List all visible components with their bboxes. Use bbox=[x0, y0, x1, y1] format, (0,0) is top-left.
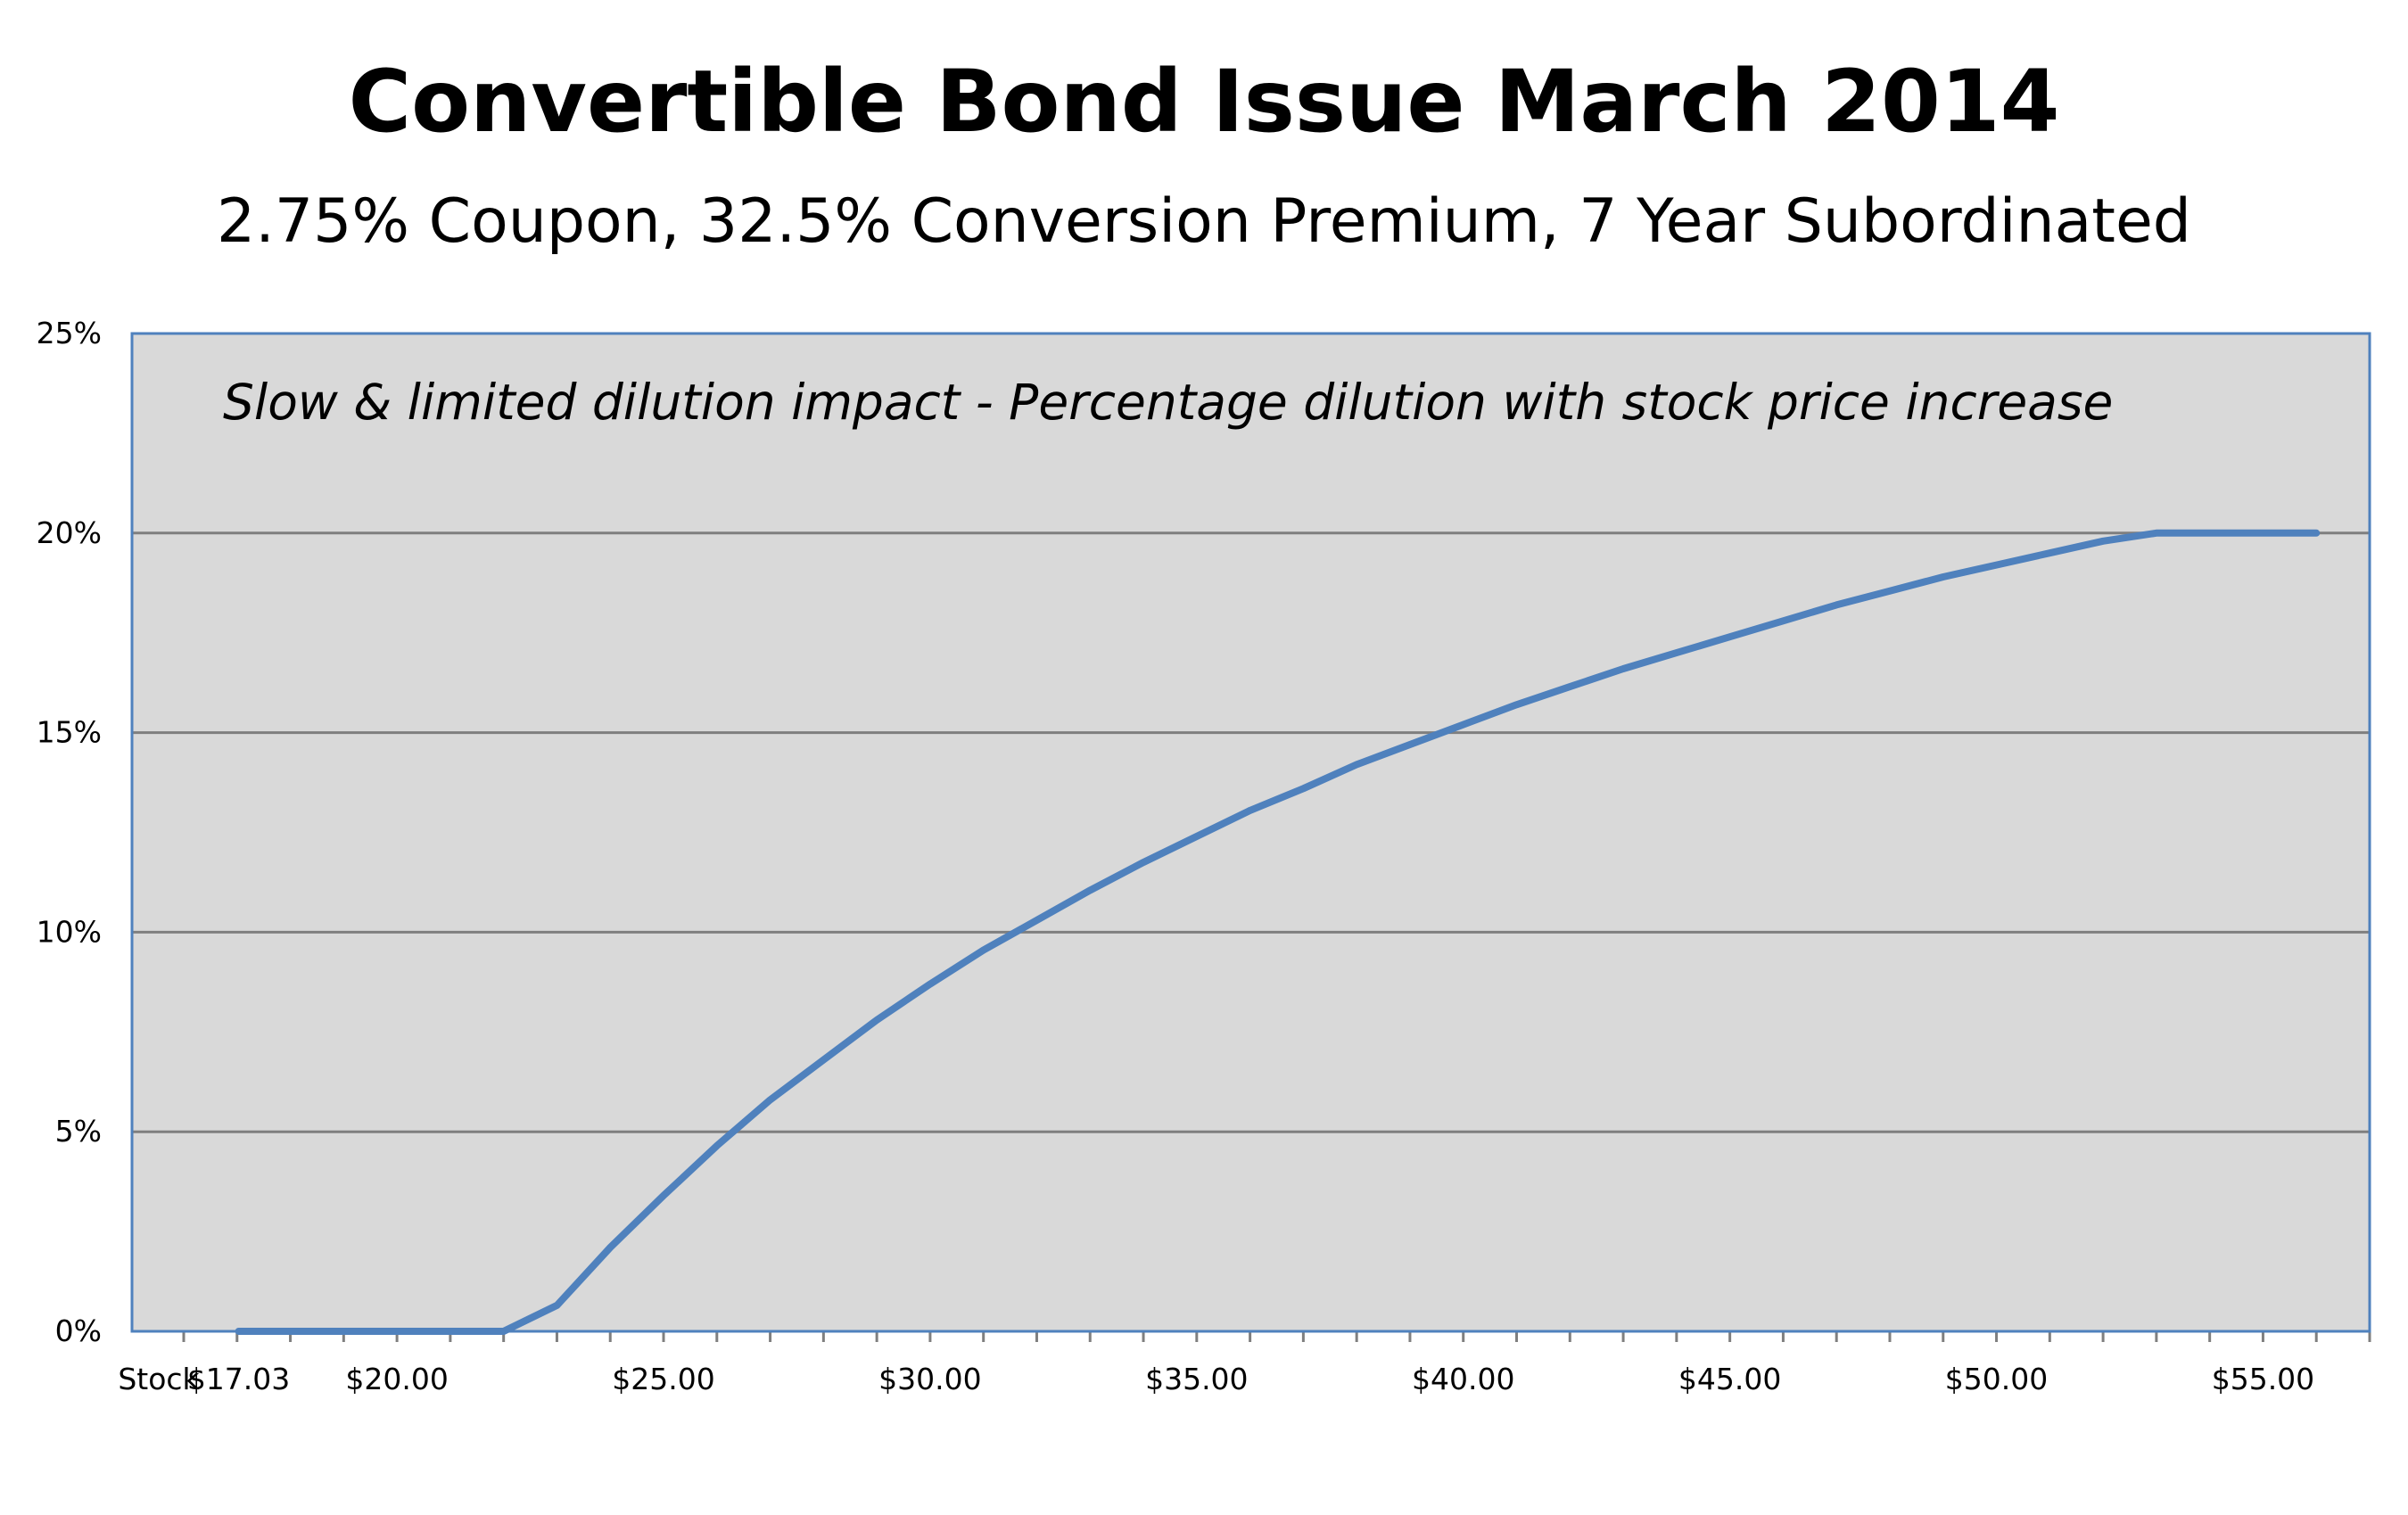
y-tick-label: 5% bbox=[55, 1114, 102, 1149]
y-tick-label: 20% bbox=[37, 515, 102, 550]
chart-title: Convertible Bond Issue March 2014 bbox=[348, 52, 2060, 152]
x-tick-label: $55.00 bbox=[2212, 1362, 2314, 1396]
x-tick-label: $45.00 bbox=[1678, 1362, 1781, 1396]
x-tick-label: $40.00 bbox=[1412, 1362, 1514, 1396]
y-tick-label: 10% bbox=[37, 914, 102, 949]
plot-border bbox=[130, 332, 2371, 1333]
x-tick-labels: Stock $17.03 $20.00 $25.00 $30.00 $35.00 $40.… bbox=[118, 1362, 2314, 1396]
series-line bbox=[235, 529, 2321, 1335]
gridlines bbox=[132, 531, 2370, 1133]
y-tick-labels: 0% 5% 10% 15% 20% 25% bbox=[37, 316, 102, 1348]
y-tick-label: 0% bbox=[55, 1313, 102, 1348]
x-tick-label: $35.00 bbox=[1145, 1362, 1248, 1396]
x-axis-prefix-label: Stock bbox=[118, 1362, 200, 1396]
x-tick-label: $17.03 bbox=[187, 1362, 290, 1396]
x-tick-label: $50.00 bbox=[1945, 1362, 2048, 1396]
chart-subtitle: 2.75% Coupon, 32.5% Conversion Premium, … bbox=[217, 186, 2191, 257]
y-tick-label: 25% bbox=[37, 316, 102, 350]
x-tick-label: $25.00 bbox=[612, 1362, 714, 1396]
x-axis-ticks bbox=[182, 1331, 2371, 1342]
plot-area bbox=[132, 333, 2370, 1331]
x-tick-label: $20.00 bbox=[345, 1362, 448, 1396]
y-tick-label: 15% bbox=[37, 715, 102, 750]
series-line-group bbox=[235, 529, 2321, 1335]
x-tick-label: $30.00 bbox=[878, 1362, 981, 1396]
chart-annotation: Slow & limited dilution impact - Percent… bbox=[223, 374, 2113, 431]
